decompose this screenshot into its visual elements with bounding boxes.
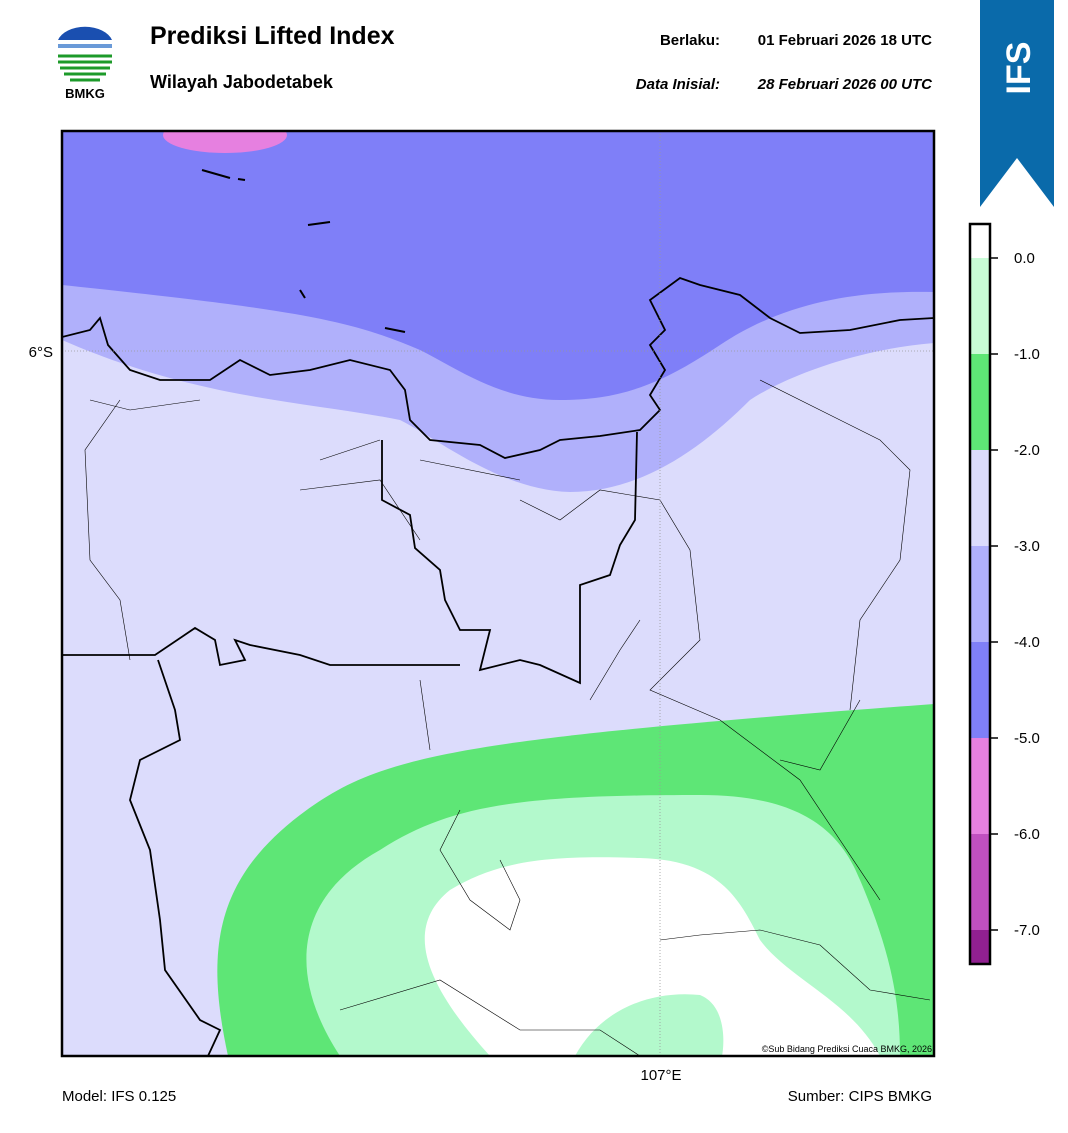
logo-text: BMKG <box>65 86 105 101</box>
ifs-badge: IFS <box>980 0 1054 207</box>
title: Prediksi Lifted Index <box>150 22 395 50</box>
map-frame <box>60 129 936 1058</box>
subtitle: Wilayah Jabodetabek <box>150 72 334 92</box>
colorbar-label: -7.0 <box>1014 922 1040 939</box>
badge-text: IFS <box>1000 42 1038 95</box>
colorbar-label: -3.0 <box>1014 538 1040 555</box>
colorbar-label: -5.0 <box>1014 730 1040 747</box>
colorbar-label: -1.0 <box>1014 346 1040 363</box>
valid-time: 01 Februari 2026 18 UTC <box>758 32 932 49</box>
colorbar-label: -2.0 <box>1014 442 1040 459</box>
init-label: Data Inisial: <box>636 76 720 93</box>
colorbar-label: -4.0 <box>1014 634 1040 651</box>
footer-source: Sumber: CIPS BMKG <box>788 1088 932 1105</box>
lon-label: 107°E <box>640 1067 681 1084</box>
colorbar-label: 0.0 <box>1014 250 1035 267</box>
lat-label: 6°S <box>29 344 53 361</box>
colorbar-label: -6.0 <box>1014 826 1040 843</box>
logo: BMKG <box>58 26 112 101</box>
footer-model: Model: IFS 0.125 <box>62 1088 176 1105</box>
valid-label: Berlaku: <box>660 32 720 49</box>
colorbar: 0.0 -1.0 -2.0 -3.0 -4.0 -5.0 -6.0 -7.0 <box>968 222 1040 966</box>
init-time: 28 Februari 2026 00 UTC <box>757 76 933 93</box>
copyright: ©Sub Bidang Prediksi Cuaca BMKG, 2026 <box>762 1044 932 1054</box>
map: ©Sub Bidang Prediksi Cuaca BMKG, 2026 <box>62 131 934 1056</box>
